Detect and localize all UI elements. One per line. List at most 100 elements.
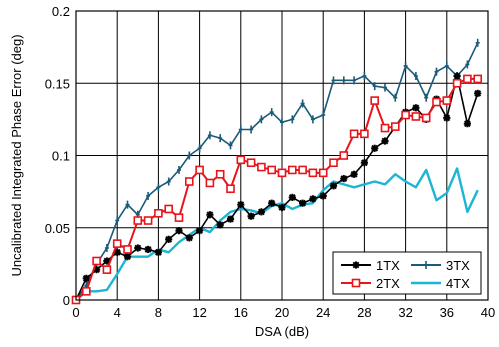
data-point-2tx bbox=[370, 96, 380, 105]
tick-labels: 0 4 8 12 16 20 24 28 32 36 40 0 0.05 0.1 0.15 0.2 bbox=[45, 4, 496, 320]
data-point-2tx bbox=[226, 184, 235, 194]
x-tick-label: 12 bbox=[192, 305, 206, 320]
data-point-1tx bbox=[309, 195, 317, 203]
data-point-3tx bbox=[104, 243, 109, 252]
legend-label-3tx: 3TX bbox=[446, 258, 470, 273]
data-point-1tx bbox=[474, 89, 482, 97]
legend: 1TX 3TX 2TX 4TX bbox=[332, 251, 482, 295]
data-point-2tx bbox=[463, 74, 472, 84]
data-point-2tx bbox=[421, 113, 431, 123]
data-point-3tx bbox=[424, 93, 429, 102]
x-axis-label: DSA (dB) bbox=[255, 324, 309, 339]
legend-marker-3tx bbox=[424, 261, 428, 269]
legend-entry-2tx: 2TX bbox=[341, 276, 400, 291]
y-tick-label: 0.2 bbox=[52, 4, 70, 19]
data-point-2tx bbox=[92, 256, 101, 266]
data-point-1tx bbox=[185, 234, 193, 242]
plot-frame bbox=[75, 10, 489, 301]
data-point-3tx bbox=[341, 76, 346, 85]
data-point-2tx bbox=[205, 178, 215, 188]
data-point-1tx bbox=[453, 72, 461, 80]
y-tick-label: 0.1 bbox=[52, 149, 70, 164]
legend-label-1tx: 1TX bbox=[376, 258, 400, 273]
data-point-1tx bbox=[350, 170, 358, 178]
data-point-1tx bbox=[216, 221, 224, 229]
data-point-3tx bbox=[146, 191, 151, 200]
data-point-2tx bbox=[452, 78, 462, 88]
data-point-2tx bbox=[195, 165, 204, 175]
data-point-3tx bbox=[207, 131, 212, 140]
data-point-3tx bbox=[434, 67, 439, 76]
data-point-1tx bbox=[463, 120, 471, 128]
data-point-2tx bbox=[411, 112, 421, 121]
data-point-1tx bbox=[299, 199, 307, 207]
data-point-3tx bbox=[393, 93, 398, 102]
data-point-2tx bbox=[236, 155, 246, 165]
data-point-3tx bbox=[125, 200, 130, 209]
data-point-3tx bbox=[259, 115, 264, 124]
data-point-1tx bbox=[268, 199, 276, 207]
data-point-2tx bbox=[442, 96, 452, 105]
data-point-3tx bbox=[238, 125, 243, 134]
data-point-3tx bbox=[321, 111, 326, 120]
legend-label-2tx: 2TX bbox=[376, 276, 400, 291]
data-point-3tx bbox=[280, 118, 284, 127]
data-point-3tx bbox=[187, 151, 192, 160]
data-point-3tx bbox=[352, 76, 357, 85]
data-point-2tx bbox=[154, 209, 163, 218]
data-point-3tx bbox=[166, 177, 171, 186]
data-point-3tx bbox=[228, 141, 233, 150]
data-point-3tx bbox=[310, 115, 315, 124]
data-point-2tx bbox=[257, 162, 266, 172]
data-point-3tx bbox=[372, 82, 377, 91]
data-point-3tx bbox=[115, 216, 120, 225]
data-point-1tx bbox=[381, 137, 389, 145]
data-point-1tx bbox=[165, 235, 173, 243]
data-point-2tx bbox=[246, 158, 256, 168]
series-line-2tx bbox=[75, 77, 478, 301]
data-point-3tx bbox=[465, 60, 470, 69]
data-point-1tx bbox=[278, 203, 286, 212]
y-tick-label: 0 bbox=[63, 293, 70, 308]
data-point-2tx bbox=[380, 123, 390, 133]
data-point-1tx bbox=[412, 104, 420, 112]
data-point-1tx bbox=[144, 245, 152, 254]
series-line-3tx bbox=[75, 42, 479, 301]
data-point-1tx bbox=[371, 144, 379, 152]
data-point-2tx bbox=[318, 168, 328, 178]
data-point-1tx bbox=[123, 253, 132, 261]
data-point-1tx bbox=[206, 211, 214, 219]
data-point-2tx bbox=[267, 165, 277, 175]
legend-entry-1tx: 1TX bbox=[341, 258, 400, 273]
x-tick-label: 4 bbox=[114, 305, 121, 320]
data-point-2tx bbox=[401, 110, 410, 120]
data-point-3tx bbox=[156, 183, 161, 192]
data-point-2tx bbox=[112, 239, 122, 248]
data-point-3tx bbox=[197, 144, 202, 153]
x-tick-label: 36 bbox=[440, 305, 454, 320]
data-point-2tx bbox=[164, 204, 173, 214]
x-tick-label: 28 bbox=[357, 305, 371, 320]
x-tick-label: 16 bbox=[234, 305, 248, 320]
y-tick-label: 0.15 bbox=[45, 76, 70, 91]
series-2tx bbox=[71, 74, 483, 305]
data-point-2tx bbox=[349, 129, 359, 139]
data-point-1tx bbox=[257, 208, 265, 216]
data-point-1tx bbox=[226, 215, 235, 223]
data-point-3tx bbox=[475, 38, 480, 47]
data-point-1tx bbox=[196, 227, 204, 235]
data-point-2tx bbox=[174, 213, 184, 222]
y-axis-label: Uncalibrated Integrated Phase Error (deg… bbox=[9, 34, 24, 276]
data-point-2tx bbox=[360, 129, 369, 139]
data-point-2tx bbox=[102, 265, 112, 274]
data-point-2tx bbox=[432, 97, 441, 107]
data-point-1tx bbox=[134, 244, 142, 252]
data-point-3tx bbox=[269, 108, 274, 117]
x-tick-label: 8 bbox=[155, 305, 162, 320]
data-point-2tx bbox=[329, 158, 338, 168]
data-point-1tx bbox=[82, 274, 90, 282]
data-point-1tx bbox=[319, 192, 327, 200]
data-point-2tx bbox=[308, 168, 318, 178]
data-point-2tx bbox=[277, 168, 287, 178]
